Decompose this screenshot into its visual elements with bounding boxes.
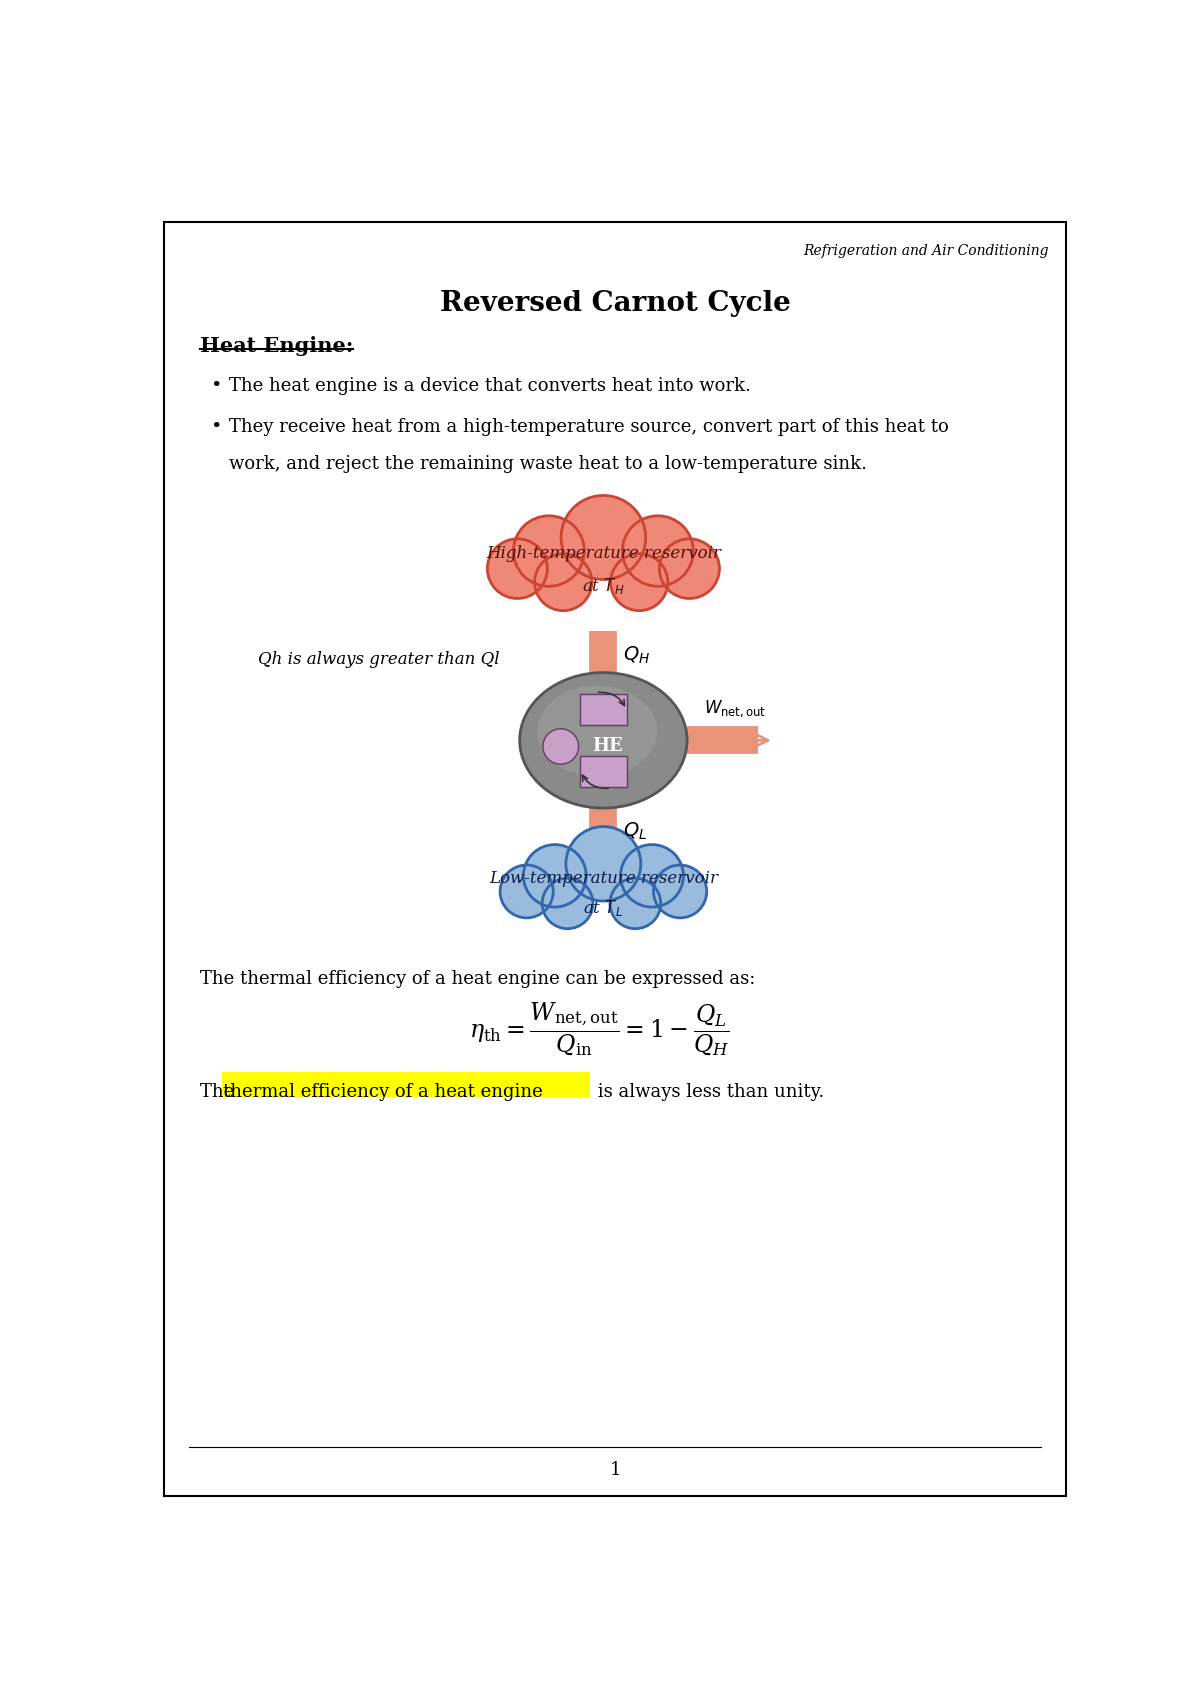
Circle shape [610,879,661,928]
Text: Heat Engine:: Heat Engine: [200,336,354,356]
Ellipse shape [538,686,658,777]
Text: Reversed Carnot Cycle: Reversed Carnot Cycle [439,290,791,317]
Text: The: The [200,1083,240,1101]
Text: Qh is always greater than Ql: Qh is always greater than Ql [258,652,500,669]
Text: •: • [210,377,222,395]
Circle shape [487,540,547,599]
Circle shape [514,516,584,585]
Circle shape [523,845,587,908]
Circle shape [542,879,593,928]
FancyBboxPatch shape [580,694,626,725]
Circle shape [562,496,646,579]
Text: at $T_L$: at $T_L$ [583,898,623,918]
Text: 1: 1 [610,1461,620,1480]
Text: The heat engine is a device that converts heat into work.: The heat engine is a device that convert… [229,377,751,395]
Text: at $T_H$: at $T_H$ [582,577,625,596]
Text: thermal efficiency of a heat engine: thermal efficiency of a heat engine [223,1083,542,1101]
Circle shape [620,845,684,908]
Circle shape [534,553,592,611]
Text: work, and reject the remaining waste heat to a low-temperature sink.: work, and reject the remaining waste hea… [229,455,868,473]
Circle shape [542,728,578,764]
Circle shape [623,516,694,585]
Text: •: • [210,419,222,436]
Text: The thermal efficiency of a heat engine can be expressed as:: The thermal efficiency of a heat engine … [200,969,756,988]
Text: Low-temperature reservoir: Low-temperature reservoir [488,871,718,888]
Text: HE: HE [592,738,623,755]
Text: is always less than unity.: is always less than unity. [592,1083,824,1101]
Ellipse shape [520,672,688,808]
Text: High-temperature reservoir: High-temperature reservoir [486,545,721,562]
Text: $\eta_{\mathrm{th}} = \dfrac{W_{\mathrm{net,out}}}{Q_{\mathrm{in}}} = 1 - \dfrac: $\eta_{\mathrm{th}} = \dfrac{W_{\mathrm{… [469,1000,730,1057]
Circle shape [659,540,720,599]
Circle shape [500,865,553,918]
FancyBboxPatch shape [580,755,626,786]
Circle shape [654,865,707,918]
Text: $W_{\mathrm{net,out}}$: $W_{\mathrm{net,out}}$ [704,697,767,720]
Text: They receive heat from a high-temperature source, convert part of this heat to: They receive heat from a high-temperatur… [229,419,949,436]
Text: $Q_H$: $Q_H$ [623,645,650,667]
Circle shape [611,553,668,611]
FancyBboxPatch shape [222,1073,590,1096]
Text: $Q_L$: $Q_L$ [623,821,647,842]
Circle shape [566,826,641,901]
Text: Refrigeration and Air Conditioning: Refrigeration and Air Conditioning [804,244,1049,258]
